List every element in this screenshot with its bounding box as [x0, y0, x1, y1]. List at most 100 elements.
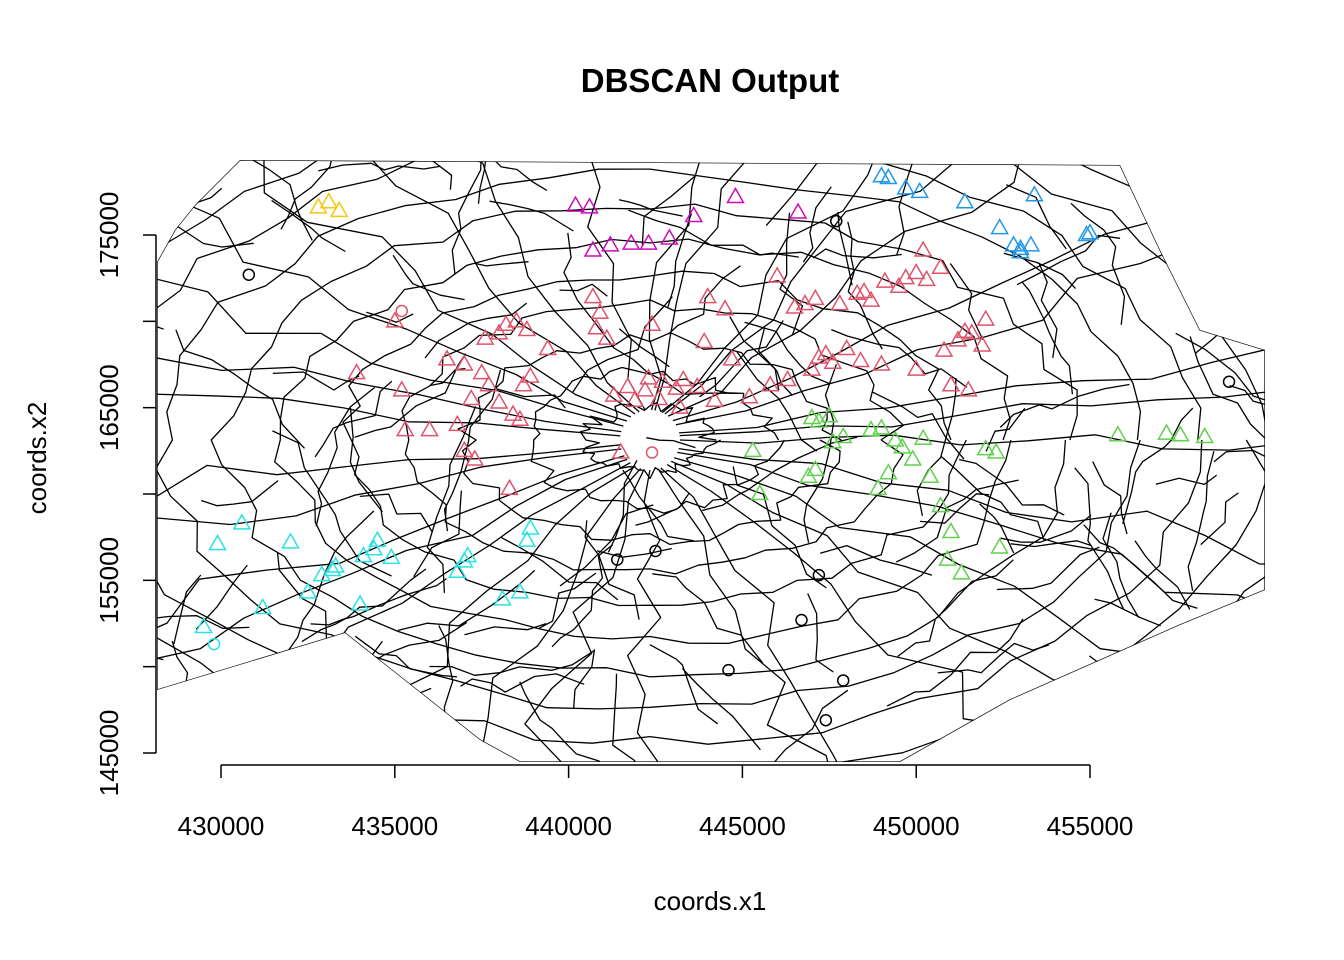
x-tick-label: 455000: [1047, 811, 1134, 841]
cluster-point: [837, 338, 856, 356]
cluster-point: [976, 309, 996, 326]
boundary-line: [157, 615, 250, 629]
cluster-point: [489, 392, 509, 409]
boundary-line: [895, 479, 1019, 563]
boundary-line: [779, 212, 804, 336]
cluster-point: [938, 549, 957, 566]
boundary-line: [896, 160, 926, 256]
boundary-line: [736, 351, 818, 452]
cluster-point: [889, 276, 909, 294]
boundary-line: [197, 465, 636, 762]
cluster-point: [395, 420, 415, 437]
cluster-point: [329, 200, 349, 218]
boundary-line: [812, 248, 902, 259]
cluster-point: [382, 547, 401, 565]
cluster-point: [521, 366, 540, 383]
cluster-point: [510, 582, 530, 599]
boundary-line: [675, 176, 1265, 426]
cluster-point: [920, 466, 940, 483]
boundary-line: [157, 160, 636, 415]
boundary-line: [649, 644, 719, 725]
cluster-point: [392, 380, 412, 397]
cluster-point: [500, 478, 519, 496]
y-axis-label: coords.x2: [22, 402, 52, 515]
boundary-line: [612, 673, 636, 762]
cluster-point: [868, 478, 888, 496]
cluster-point: [976, 439, 996, 456]
boundary-line: [1070, 202, 1126, 325]
cluster-point: [350, 594, 370, 611]
boundary-line: [397, 569, 536, 632]
boundary-line: [666, 213, 693, 309]
cluster-point: [538, 338, 558, 356]
boundary-line: [157, 219, 254, 248]
cluster-points: [194, 166, 1236, 727]
noise-point: [649, 544, 662, 558]
cluster-point: [806, 459, 825, 477]
cluster-point: [1025, 185, 1044, 202]
boundary-line: [668, 265, 741, 335]
boundary-line: [652, 573, 764, 664]
cluster-point: [503, 404, 523, 421]
map-outline: [157, 160, 1265, 762]
noise-point: [242, 268, 256, 281]
cluster-point: [597, 328, 617, 345]
boundary-line: [157, 448, 622, 616]
cluster-point: [590, 302, 610, 319]
boundary-line: [274, 238, 1012, 645]
noise-point: [611, 553, 624, 566]
cluster-point: [879, 168, 898, 185]
cluster-point: [872, 166, 891, 183]
boundary-line: [157, 187, 223, 221]
cluster-point: [479, 375, 498, 392]
boundary-line: [157, 176, 624, 427]
cluster-point: [740, 387, 759, 404]
cluster-point: [517, 530, 537, 547]
boundary-line: [618, 328, 670, 368]
boundary-line: [765, 160, 890, 227]
x-tick-label: 440000: [525, 811, 612, 841]
boundary-line: [607, 459, 638, 553]
y-axis: 145000 155000 165000 175000: [94, 192, 157, 796]
cluster-point: [253, 597, 273, 615]
boundary-line: [732, 466, 827, 589]
boundary-line: [677, 451, 1265, 677]
cluster-point: [760, 375, 780, 392]
boundary-line: [820, 544, 933, 576]
boundary-line: [679, 292, 1265, 434]
boundary-line: [256, 743, 326, 762]
cluster-point: [472, 363, 491, 380]
boundary-line: [480, 160, 548, 191]
cluster-point: [941, 521, 961, 539]
boundary-line: [457, 332, 842, 546]
cluster-point: [660, 228, 679, 245]
boundary-line: [1010, 540, 1092, 548]
cluster-point: [420, 420, 439, 437]
cluster-point: [281, 532, 300, 549]
cluster-point: [705, 390, 724, 408]
cluster-point: [913, 428, 933, 445]
boundary-line: [1189, 336, 1265, 488]
noise-point: [819, 713, 833, 727]
boundary-line: [744, 321, 831, 385]
boundary-line: [430, 367, 466, 387]
boundary-line: [666, 464, 1240, 762]
cluster-point: [448, 414, 467, 432]
boundary-line: [916, 377, 957, 516]
x-tick-label: 445000: [699, 811, 786, 841]
boundary-line: [599, 329, 739, 396]
cluster-point: [639, 233, 658, 250]
boundary-line: [622, 469, 694, 542]
boundary-line: [175, 329, 305, 449]
cluster-point: [948, 330, 968, 347]
boundary-line: [674, 457, 1265, 762]
boundary-line: [301, 568, 427, 643]
cluster-point: [667, 378, 686, 395]
cluster-point: [820, 406, 839, 423]
boundary-line: [489, 200, 574, 232]
cluster-point: [653, 371, 672, 389]
boundary-line: [563, 232, 605, 336]
boundary-line: [1134, 540, 1191, 610]
boundary-line: [157, 658, 263, 762]
cluster-point: [684, 205, 704, 223]
